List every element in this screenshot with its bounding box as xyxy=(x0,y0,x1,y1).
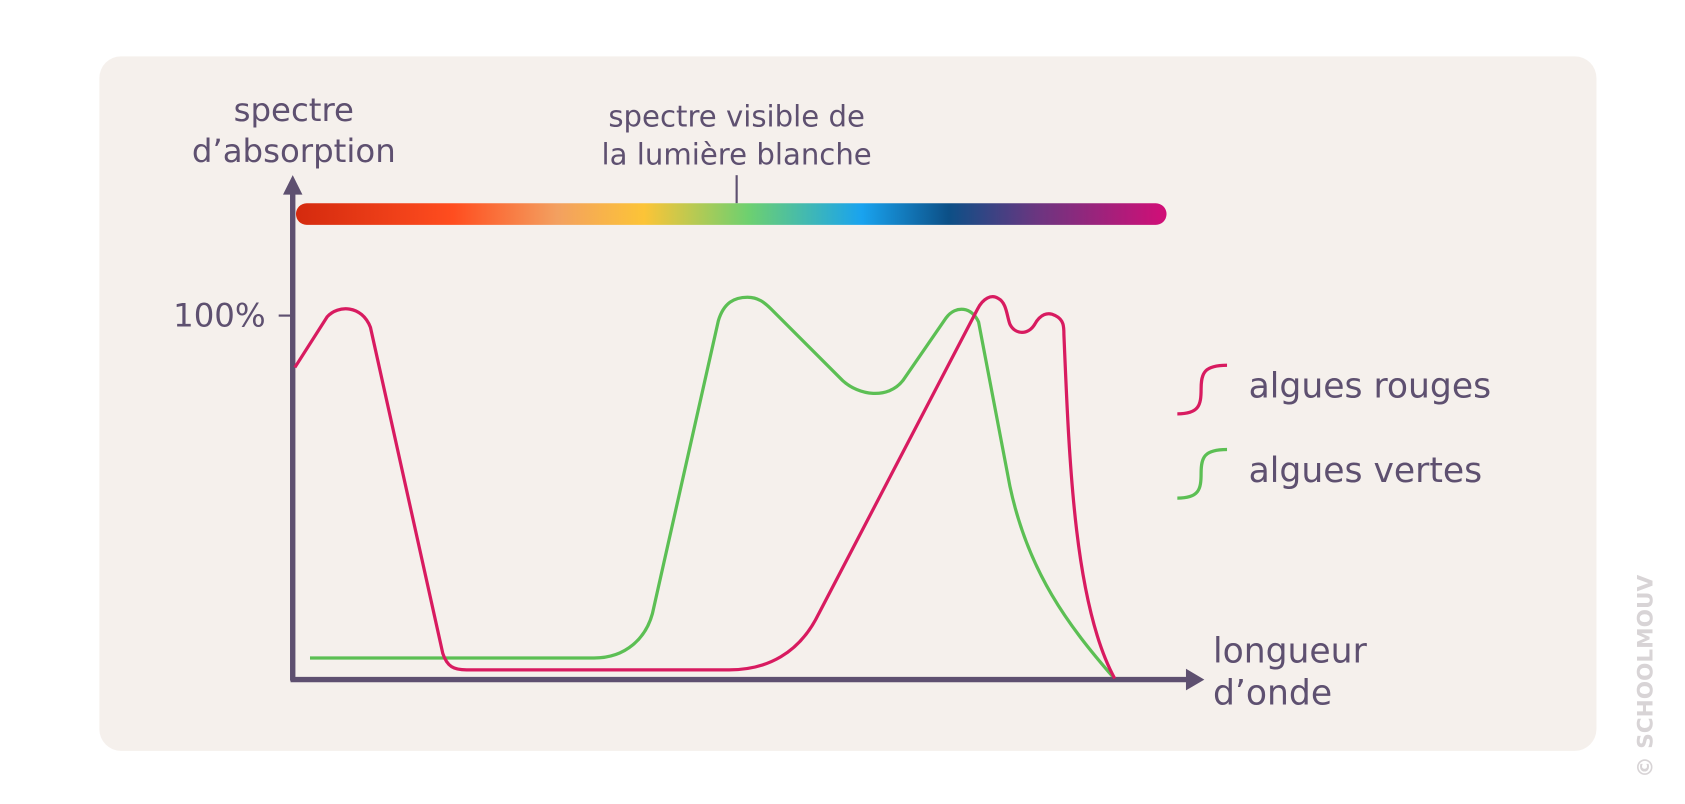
y-axis-label: d’absorption xyxy=(192,132,396,170)
y-arrow xyxy=(282,175,303,195)
spectrum-bar xyxy=(295,203,1167,225)
legend-label: algues rouges xyxy=(1249,367,1492,407)
legend-icon-green xyxy=(1177,447,1228,500)
y-axis-label: spectre xyxy=(234,91,354,129)
spectrum-label: spectre visible de xyxy=(608,100,865,134)
x-axis-label: longueur xyxy=(1213,631,1368,671)
spectrum-label: la lumière blanche xyxy=(602,137,872,171)
x-arrow xyxy=(1185,668,1205,691)
watermark: © SCHOOLMOUV xyxy=(1634,574,1659,777)
legend-label: algues vertes xyxy=(1249,451,1483,491)
axes xyxy=(278,190,1192,683)
curve-green xyxy=(309,295,1114,678)
y-tick-label: 100% xyxy=(173,296,266,334)
x-axis-label: d’onde xyxy=(1213,673,1332,713)
panel xyxy=(99,56,1597,751)
curve-red xyxy=(293,295,1117,680)
legend-icon-red xyxy=(1177,363,1228,416)
